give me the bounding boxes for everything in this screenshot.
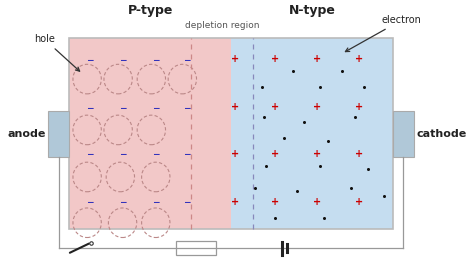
Text: −: − (152, 150, 160, 159)
Text: +: + (231, 54, 239, 64)
FancyBboxPatch shape (48, 111, 69, 157)
Text: +: + (271, 197, 279, 207)
Bar (69, 38, 231, 229)
Text: −: − (152, 56, 160, 64)
Text: −: − (86, 56, 93, 64)
Text: N-type: N-type (289, 4, 335, 17)
Text: +: + (313, 102, 321, 112)
Text: +: + (356, 54, 364, 64)
Bar (69, 38, 392, 229)
FancyBboxPatch shape (392, 111, 414, 157)
Text: +: + (313, 149, 321, 159)
Text: +: + (271, 54, 279, 64)
Text: P-type: P-type (128, 4, 173, 17)
Bar (176, 241, 216, 255)
Text: −: − (86, 104, 93, 113)
Text: −: − (152, 198, 160, 207)
Text: +: + (313, 197, 321, 207)
Text: −: − (86, 198, 93, 207)
Text: −: − (183, 150, 191, 159)
Text: −: − (119, 150, 126, 159)
Text: −: − (86, 150, 93, 159)
Text: +: + (356, 149, 364, 159)
Bar (231, 38, 392, 229)
Text: −: − (183, 56, 191, 64)
Text: −: − (183, 104, 191, 113)
Text: +: + (356, 102, 364, 112)
Text: hole: hole (34, 34, 80, 71)
Text: +: + (313, 54, 321, 64)
Text: −: − (119, 198, 126, 207)
Text: −: − (119, 56, 126, 64)
Text: +: + (271, 102, 279, 112)
Text: −: − (183, 198, 191, 207)
Text: depletion region: depletion region (185, 21, 259, 30)
Text: +: + (356, 197, 364, 207)
Text: −: − (119, 104, 126, 113)
Text: electron: electron (346, 15, 421, 52)
Text: +: + (271, 149, 279, 159)
Text: +: + (231, 149, 239, 159)
Text: anode: anode (8, 129, 46, 139)
Text: +: + (231, 102, 239, 112)
Text: −: − (152, 104, 160, 113)
Text: cathode: cathode (416, 129, 466, 139)
Text: +: + (231, 197, 239, 207)
